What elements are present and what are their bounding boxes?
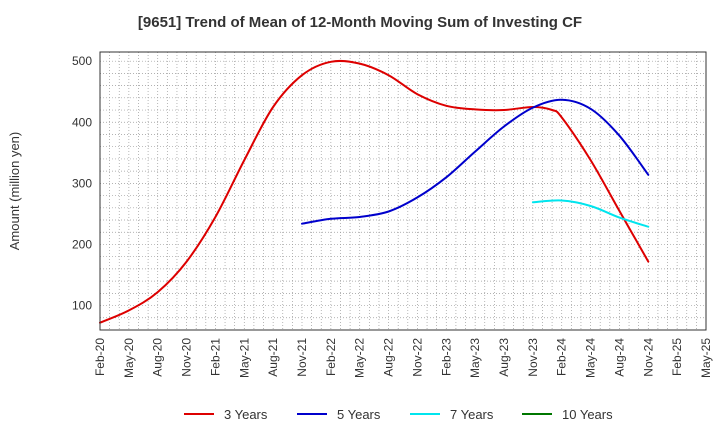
x-axis: Feb-20 May-20 Aug-20 Nov-20 Feb-21 May-21 Aug-… (93, 338, 713, 378)
x-tick-label: Aug-24 (612, 338, 626, 377)
x-tick-label: May-20 (122, 338, 136, 378)
grid (99, 52, 707, 331)
x-tick-label: May-25 (699, 338, 713, 378)
y-tick-label: 100 (72, 299, 92, 313)
x-tick-label: Feb-21 (208, 338, 222, 376)
series-line-3-years (99, 59, 650, 324)
x-tick-label: Feb-24 (555, 338, 569, 376)
x-tick-label: Feb-23 (439, 338, 453, 376)
y-tick-label: 500 (72, 54, 92, 68)
legend-label-5-years: 5 Years (337, 407, 381, 422)
series-line-7-years (531, 199, 650, 228)
series-layer (99, 59, 650, 324)
x-tick-label: Aug-20 (151, 338, 165, 377)
x-tick-label: Nov-22 (410, 338, 424, 377)
x-tick-label: Aug-23 (497, 338, 511, 377)
x-tick-label: Nov-20 (180, 338, 194, 377)
x-tick-label: May-22 (353, 338, 367, 378)
x-tick-label: Feb-22 (324, 338, 338, 376)
x-tick-label: Aug-22 (382, 338, 396, 377)
x-tick-label: Nov-23 (526, 338, 540, 377)
x-tick-label: Aug-21 (266, 338, 280, 377)
x-tick-label: May-21 (237, 338, 251, 378)
legend-label-10-years: 10 Years (562, 407, 613, 422)
plot-frame (99, 51, 707, 331)
y-axis-title: Amount (million yen) (7, 132, 22, 251)
x-tick-label: Nov-21 (295, 338, 309, 377)
x-tick-label: Nov-24 (641, 338, 655, 377)
y-tick-label: 200 (72, 237, 92, 251)
y-tick-label: 300 (72, 176, 92, 190)
legend-label-3-years: 3 Years (224, 407, 268, 422)
chart-title: [9651] Trend of Mean of 12-Month Moving … (137, 14, 583, 31)
series-line-5-years (301, 98, 650, 225)
x-tick-label: May-23 (468, 338, 482, 378)
y-axis: 100 200 300 400 500 (72, 54, 92, 312)
legend: 3 Years 5 Years 7 Years 10 Years (184, 407, 613, 422)
y-tick-label: 400 (72, 115, 92, 129)
x-tick-label: Feb-20 (93, 338, 107, 376)
x-tick-label: May-24 (584, 338, 598, 378)
x-tick-label: Feb-25 (670, 338, 684, 376)
legend-label-7-years: 7 Years (450, 407, 494, 422)
